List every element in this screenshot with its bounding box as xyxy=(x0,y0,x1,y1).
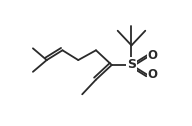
Text: S: S xyxy=(127,58,136,71)
Text: O: O xyxy=(147,68,157,81)
Text: O: O xyxy=(147,49,157,62)
